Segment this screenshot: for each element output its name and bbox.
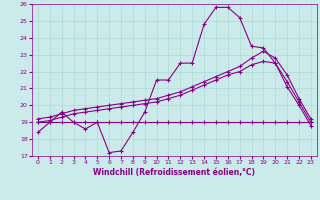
X-axis label: Windchill (Refroidissement éolien,°C): Windchill (Refroidissement éolien,°C)	[93, 168, 255, 177]
